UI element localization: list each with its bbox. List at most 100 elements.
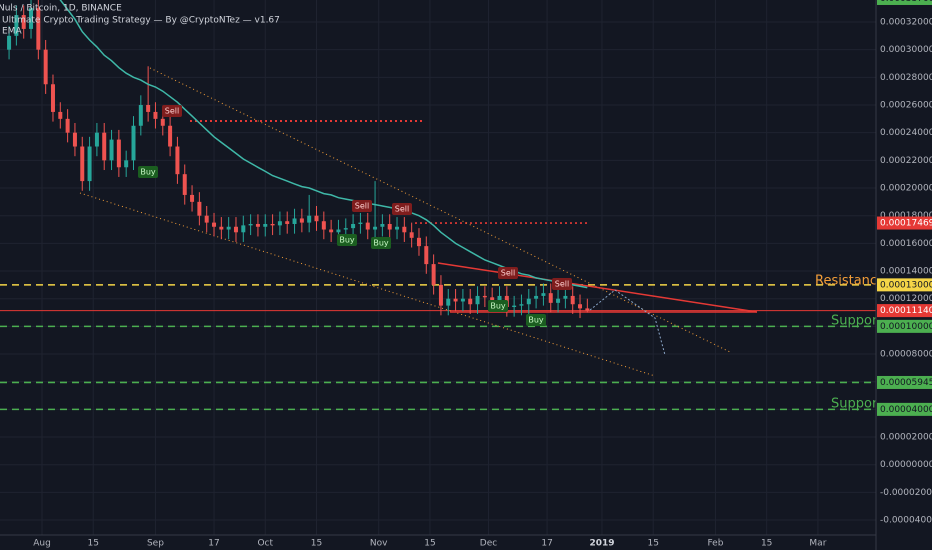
price-badge	[877, 375, 932, 389]
signal-label: Buy	[339, 236, 355, 245]
candle-body	[255, 223, 260, 227]
y-tick-label: 0.00012000	[880, 294, 932, 304]
signal-label: Sell	[165, 107, 179, 116]
x-tick-label: Mar	[809, 539, 826, 549]
candle-body	[497, 295, 502, 301]
trend-line	[79, 192, 656, 377]
x-tick-label: Sep	[147, 539, 164, 549]
candle-body	[233, 226, 238, 233]
candle-body	[72, 132, 77, 147]
candle-body	[416, 237, 421, 247]
y-tick-label: 0.00028000	[880, 73, 932, 83]
candle-body	[570, 295, 575, 305]
candle-body	[446, 298, 451, 306]
candle-body	[65, 118, 70, 133]
candle-body	[292, 218, 297, 224]
x-tick-label: Aug	[33, 539, 51, 549]
candle-body	[358, 222, 363, 224]
signal-badge	[371, 237, 391, 249]
candle-body	[94, 132, 99, 147]
signal-label: Sell	[355, 202, 369, 211]
candle-body	[380, 223, 385, 227]
candle-body	[248, 223, 253, 226]
candle-body	[241, 225, 246, 233]
signal-badge	[552, 278, 572, 290]
candle-body	[87, 146, 92, 182]
candle-body	[343, 228, 348, 230]
candle-body	[285, 221, 290, 224]
candle-body	[526, 298, 531, 305]
overlay: Resistance Support Support Sell Buy Sell Sell B…	[138, 105, 885, 412]
candle-body	[146, 105, 151, 112]
candle-body	[160, 118, 165, 126]
candle-body	[226, 226, 231, 230]
candle-body	[585, 308, 590, 311]
candle-body	[563, 295, 568, 299]
signal-badge	[526, 314, 546, 326]
candle-body	[109, 139, 114, 161]
candle-body	[387, 223, 392, 230]
candle-body	[219, 226, 224, 230]
signal-badge	[392, 203, 412, 215]
triangle-line	[437, 262, 758, 313]
x-tick-label: 15	[647, 539, 658, 549]
candle-body	[29, 8, 34, 29]
candle-body	[7, 35, 12, 50]
y-tick-label: -0.00002000	[880, 488, 932, 498]
candle-body	[578, 304, 583, 309]
candle-body	[153, 111, 158, 119]
signal-badge	[352, 200, 372, 212]
candle-body	[336, 229, 341, 233]
candle-body	[490, 297, 495, 301]
candle-body	[438, 284, 443, 306]
candle-body	[519, 304, 524, 306]
candle-body	[212, 222, 217, 227]
x-tick-label: Feb	[707, 539, 723, 549]
price-badge	[877, 304, 932, 318]
candle-body	[263, 223, 268, 227]
signal-badge	[138, 166, 158, 178]
price-badge-label: 0.00005945	[880, 378, 932, 388]
candle-body	[14, 15, 19, 36]
candle-body	[431, 264, 436, 285]
y-tick-label: 0.00032000	[880, 17, 932, 27]
price-axis	[876, 0, 932, 550]
candle-body	[541, 293, 546, 296]
candle-body	[556, 298, 561, 303]
price-badge	[877, 319, 932, 333]
y-tick-label: 0.00022000	[880, 156, 932, 166]
x-tick-label: 2019	[589, 539, 614, 549]
candle-body	[43, 49, 48, 85]
chart-title: Nuls / Bitcoin, 1D, BINANCE	[0, 4, 122, 14]
price-badge-label: 0.00011140	[880, 306, 932, 316]
chart-subtitle: Ultimate Crypto Trading Strategy — By @C…	[2, 16, 280, 26]
candle-body	[270, 223, 275, 226]
candle-body	[58, 111, 63, 119]
signal-label: Sell	[501, 269, 515, 278]
candle-body	[321, 221, 326, 230]
axis-labels: 0.00032000 0.00030000 0.00028000 0.00026000…	[33, 0, 932, 549]
candles	[7, 0, 590, 319]
y-tick-label: 0.00014000	[880, 267, 932, 277]
candle-body	[307, 215, 312, 223]
candle-body	[453, 298, 458, 302]
legend-entry: EMA	[2, 27, 22, 37]
y-tick-label: 0.00020000	[880, 184, 932, 194]
candle-body	[102, 132, 107, 161]
candle-body	[329, 229, 334, 233]
annotation: Support	[831, 314, 882, 329]
signal-label: Buy	[490, 302, 506, 311]
price-badge	[877, 216, 932, 230]
candle-body	[460, 298, 465, 302]
candle-body	[475, 295, 480, 305]
price-badge-label: 0.00013000	[880, 280, 932, 290]
y-tick-label: 0.00026000	[880, 101, 932, 111]
candle-body	[138, 105, 143, 126]
levels	[0, 222, 876, 411]
candle-body	[124, 160, 129, 168]
candle-body	[197, 201, 202, 216]
price-badge-label: 0.00017469	[880, 219, 932, 229]
